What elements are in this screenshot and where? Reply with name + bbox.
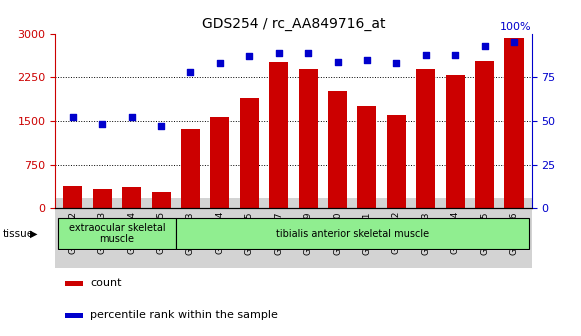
- Bar: [181, 129, 200, 208]
- Bar: [93, 188, 112, 208]
- Bar: [446, 75, 465, 208]
- Text: 100%: 100%: [500, 22, 532, 32]
- Bar: [299, 69, 318, 208]
- Point: [68, 115, 77, 120]
- Point: [392, 60, 401, 66]
- Point: [421, 52, 431, 57]
- Text: tissue: tissue: [3, 228, 34, 239]
- Bar: [387, 115, 406, 208]
- Point: [127, 115, 137, 120]
- Point: [510, 40, 519, 45]
- Point: [450, 52, 460, 57]
- Point: [303, 50, 313, 55]
- Point: [215, 60, 224, 66]
- FancyBboxPatch shape: [176, 218, 529, 249]
- Title: GDS254 / rc_AA849716_at: GDS254 / rc_AA849716_at: [202, 17, 385, 31]
- Bar: [210, 118, 229, 208]
- Point: [363, 57, 372, 62]
- Bar: [475, 61, 494, 208]
- Text: ▶: ▶: [30, 228, 38, 239]
- Bar: [152, 192, 171, 208]
- Bar: [64, 281, 83, 286]
- Text: tibialis anterior skeletal muscle: tibialis anterior skeletal muscle: [275, 228, 429, 239]
- Point: [480, 43, 489, 48]
- Text: count: count: [90, 279, 121, 288]
- Point: [156, 124, 166, 129]
- Point: [333, 59, 342, 64]
- Text: extraocular skeletal
muscle: extraocular skeletal muscle: [69, 223, 165, 244]
- Bar: [240, 98, 259, 208]
- Bar: [504, 38, 523, 208]
- Bar: [269, 61, 288, 208]
- Point: [98, 122, 107, 127]
- Text: percentile rank within the sample: percentile rank within the sample: [90, 310, 278, 320]
- Point: [245, 54, 254, 59]
- Bar: [64, 313, 83, 318]
- Bar: [416, 69, 435, 208]
- FancyBboxPatch shape: [58, 218, 176, 249]
- Point: [274, 50, 284, 55]
- Bar: [63, 185, 83, 208]
- Point: [186, 69, 195, 75]
- Bar: [328, 91, 347, 208]
- Bar: [122, 187, 141, 208]
- Bar: [357, 106, 376, 208]
